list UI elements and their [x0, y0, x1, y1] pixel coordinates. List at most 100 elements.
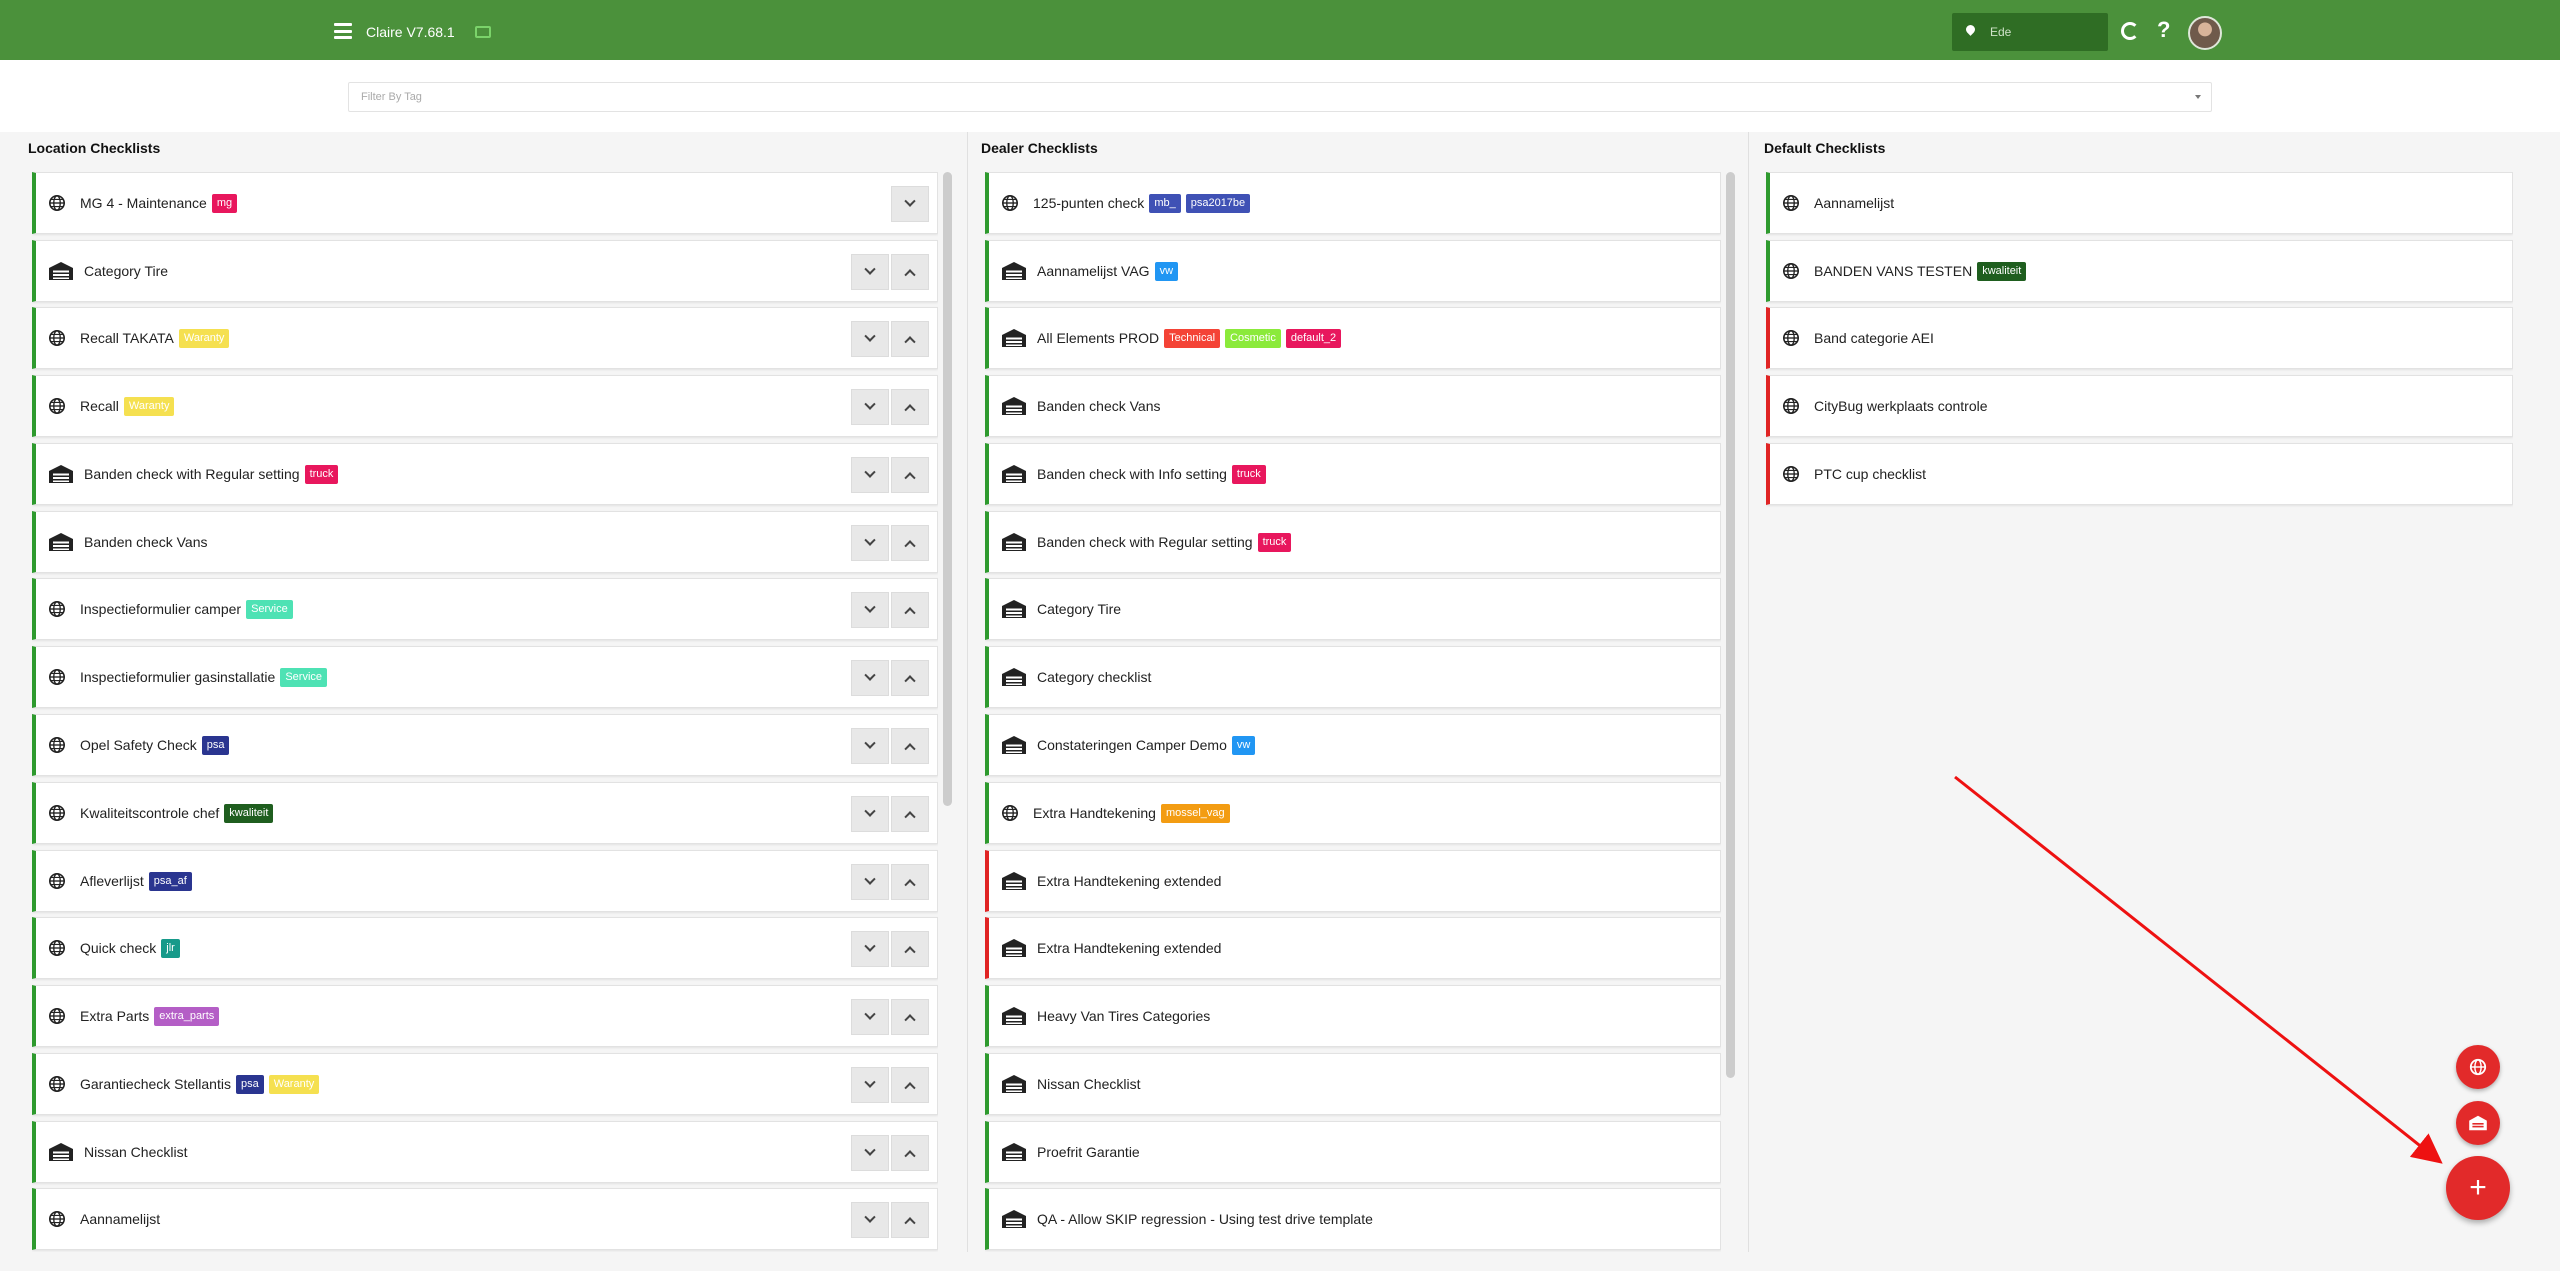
tag-badge: mossel_vag	[1160, 803, 1230, 823]
move-up-button[interactable]	[891, 389, 929, 425]
tag-badge: Service	[280, 667, 328, 687]
add-checklist-fab[interactable]: +	[2446, 1156, 2510, 1220]
checklist-card[interactable]: Proefrit Garantie	[985, 1121, 1721, 1183]
move-up-button[interactable]	[891, 254, 929, 290]
checklist-card[interactable]: Constateringen Camper Demo vw	[985, 714, 1721, 776]
checklist-card[interactable]: Category checklist	[985, 646, 1721, 708]
move-down-button[interactable]	[851, 321, 889, 357]
checklist-name: Afleverlijst	[80, 873, 144, 889]
move-up-button[interactable]	[891, 864, 929, 900]
hamburger-menu-icon[interactable]	[334, 23, 352, 39]
garage-icon	[1001, 599, 1026, 619]
checklist-card[interactable]: Banden check Vans	[32, 511, 938, 573]
move-down-button[interactable]	[851, 931, 889, 967]
garage-icon	[1001, 1006, 1026, 1026]
checklist-card[interactable]: Extra Handtekening extended	[985, 917, 1721, 979]
move-up-button[interactable]	[891, 999, 929, 1035]
move-down-button[interactable]	[851, 592, 889, 628]
checklist-card[interactable]: Banden check Vans	[985, 375, 1721, 437]
globe-icon	[48, 1007, 66, 1025]
move-down-button[interactable]	[851, 457, 889, 493]
add-global-checklist-button[interactable]	[2456, 1045, 2500, 1089]
move-down-button[interactable]	[851, 254, 889, 290]
move-down-button[interactable]	[891, 186, 929, 222]
filter-by-tag-select[interactable]: Filter By Tag	[348, 82, 2212, 112]
checklist-name: Extra Handtekening	[1033, 805, 1156, 821]
move-down-button[interactable]	[851, 1202, 889, 1238]
checklist-card[interactable]: Extra Parts extra_parts	[32, 985, 938, 1047]
checklist-name: Recall	[80, 398, 119, 414]
checklist-card[interactable]: Category Tire	[985, 578, 1721, 640]
cast-icon[interactable]	[475, 26, 491, 38]
checklist-card[interactable]: Banden check with Regular setting truck	[985, 511, 1721, 573]
checklist-card[interactable]: Banden check with Regular setting truck	[32, 443, 938, 505]
checklist-card[interactable]: Heavy Van Tires Categories	[985, 985, 1721, 1047]
move-up-button[interactable]	[891, 321, 929, 357]
checklist-card[interactable]: Inspectieformulier gasinstallatie Service	[32, 646, 938, 708]
checklist-card[interactable]: CityBug werkplaats controle	[1766, 375, 2513, 437]
checklist-card[interactable]: Opel Safety Check psa	[32, 714, 938, 776]
move-up-button[interactable]	[891, 660, 929, 696]
dealer-list-scrollbar[interactable]	[1726, 172, 1735, 1078]
checklist-card[interactable]: Nissan Checklist	[985, 1053, 1721, 1115]
move-down-button[interactable]	[851, 389, 889, 425]
move-down-button[interactable]	[851, 1135, 889, 1171]
checklist-card[interactable]: BANDEN VANS TESTEN kwaliteit	[1766, 240, 2513, 302]
checklist-card[interactable]: MG 4 - Maintenance mg	[32, 172, 938, 234]
move-down-button[interactable]	[851, 796, 889, 832]
globe-icon	[48, 939, 66, 957]
move-up-button[interactable]	[891, 457, 929, 493]
move-down-button[interactable]	[851, 525, 889, 561]
filter-placeholder: Filter By Tag	[361, 91, 422, 103]
globe-icon	[1782, 397, 1800, 415]
checklist-card[interactable]: Extra Handtekening extended	[985, 850, 1721, 912]
help-icon[interactable]: ?	[2157, 17, 2171, 42]
checklist-name: Opel Safety Check	[80, 737, 197, 753]
checklist-card[interactable]: Recall Waranty	[32, 375, 938, 437]
checklist-card[interactable]: All Elements PROD Technical Cosmetic defaul…	[985, 307, 1721, 369]
checklist-card[interactable]: 125-punten check mb_ psa2017be	[985, 172, 1721, 234]
checklist-card[interactable]: PTC cup checklist	[1766, 443, 2513, 505]
checklist-card[interactable]: Afleverlijst psa_af	[32, 850, 938, 912]
checklist-card[interactable]: Quick check jlr	[32, 917, 938, 979]
checklist-card[interactable]: Category Tire	[32, 240, 938, 302]
refresh-icon[interactable]	[2121, 22, 2139, 40]
move-up-button[interactable]	[891, 728, 929, 764]
move-up-button[interactable]	[891, 1135, 929, 1171]
checklist-name: Aannamelijst	[1814, 195, 1895, 211]
checklist-card[interactable]: Kwaliteitscontrole chef kwaliteit	[32, 782, 938, 844]
avatar[interactable]	[2188, 16, 2222, 50]
move-up-button[interactable]	[891, 592, 929, 628]
checklist-card[interactable]: QA - Allow SKIP regression - Using test …	[985, 1188, 1721, 1250]
move-up-button[interactable]	[891, 1067, 929, 1103]
column-divider	[967, 132, 968, 1252]
garage-icon	[1001, 1074, 1026, 1094]
checklist-card[interactable]: Aannamelijst VAG vw	[985, 240, 1721, 302]
add-location-checklist-button[interactable]	[2456, 1101, 2500, 1145]
checklist-card[interactable]: Band categorie AEI	[1766, 307, 2513, 369]
checklist-card[interactable]: Garantiecheck Stellantis psa Waranty	[32, 1053, 938, 1115]
move-up-button[interactable]	[891, 931, 929, 967]
reorder-buttons	[851, 728, 929, 764]
location-list-scrollbar[interactable]	[943, 172, 952, 806]
move-up-button[interactable]	[891, 796, 929, 832]
checklist-card[interactable]: Nissan Checklist	[32, 1121, 938, 1183]
move-down-button[interactable]	[851, 1067, 889, 1103]
filter-bar: Filter By Tag	[0, 60, 2560, 132]
checklist-card[interactable]: Recall TAKATA Waranty	[32, 307, 938, 369]
checklist-card[interactable]: Banden check with Info setting truck	[985, 443, 1721, 505]
move-down-button[interactable]	[851, 999, 889, 1035]
checklist-card[interactable]: Extra Handtekening mossel_vag	[985, 782, 1721, 844]
move-down-button[interactable]	[851, 660, 889, 696]
move-down-button[interactable]	[851, 864, 889, 900]
checklist-name: 125-punten check	[1033, 195, 1145, 211]
checklist-card[interactable]: Inspectieformulier camper Service	[32, 578, 938, 640]
checklist-card[interactable]: Aannamelijst	[1766, 172, 2513, 234]
move-up-button[interactable]	[891, 525, 929, 561]
move-up-button[interactable]	[891, 1202, 929, 1238]
checklist-card[interactable]: Aannamelijst	[32, 1188, 938, 1250]
location-selector[interactable]: Ede	[1952, 13, 2108, 51]
globe-icon	[1001, 804, 1019, 822]
checklist-name: Nissan Checklist	[1037, 1076, 1141, 1092]
move-down-button[interactable]	[851, 728, 889, 764]
